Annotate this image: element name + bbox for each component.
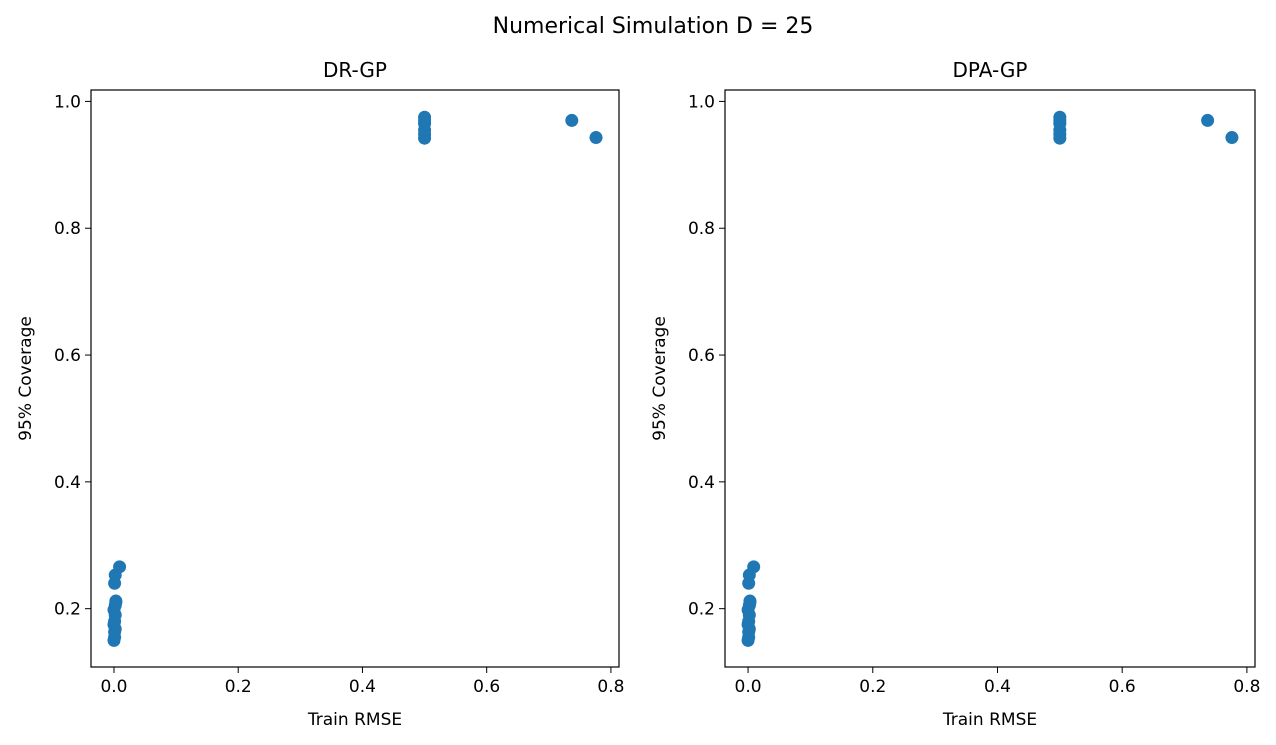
x-tick-label: 0.0	[100, 677, 127, 697]
y-tick-label: 0.4	[688, 473, 715, 493]
y-axis-label: 95% Coverage	[650, 316, 670, 441]
y-tick-label: 0.8	[688, 219, 715, 239]
x-tick-label: 0.8	[597, 677, 624, 697]
subplot-title: DPA-GP	[953, 58, 1028, 82]
scatter-point	[109, 594, 123, 608]
y-axis-label: 95% Coverage	[16, 316, 36, 441]
scatter-point	[589, 131, 603, 145]
x-tick-label: 0.4	[984, 677, 1011, 697]
y-tick-label: 0.8	[54, 219, 81, 239]
x-tick-label: 0.6	[1109, 677, 1136, 697]
axes-frame	[724, 89, 1256, 668]
figure-suptitle: Numerical Simulation D = 25	[493, 14, 814, 39]
y-tick-label: 1.0	[688, 92, 715, 112]
scatter-point	[113, 560, 127, 574]
x-tick-label: 0.8	[1233, 677, 1260, 697]
y-tick-label: 0.6	[54, 346, 81, 366]
axes-frame	[90, 89, 620, 668]
subplot-title: DR-GP	[323, 58, 387, 82]
scatter-point	[1053, 110, 1067, 124]
y-tick-label: 0.4	[54, 473, 81, 493]
subplot-dr-gp: DR-GP Train RMSE 95% Coverage 0.0 0.2 0.4 0.6 0…	[16, 58, 624, 730]
x-tick-label: 0.4	[349, 677, 376, 697]
y-tick-label: 1.0	[54, 92, 81, 112]
x-axis-label: Train RMSE	[942, 710, 1037, 730]
scatter-point	[747, 560, 761, 574]
scatter-point	[565, 113, 579, 127]
scatter-point	[1201, 113, 1215, 127]
y-tick-label: 0.2	[54, 600, 81, 620]
x-tick-label: 0.0	[735, 677, 762, 697]
y-tick-label: 0.6	[688, 346, 715, 366]
x-tick-label: 0.2	[225, 677, 252, 697]
scatter-point	[1225, 131, 1239, 145]
x-tick-label: 0.6	[473, 677, 500, 697]
scatter-point	[418, 110, 432, 124]
subplot-dpa-gp: DPA-GP Train RMSE 95% Coverage 0.0 0.2 0.4 0.6…	[650, 58, 1260, 730]
y-tick-label: 0.2	[688, 600, 715, 620]
x-axis-label: Train RMSE	[307, 710, 402, 730]
x-tick-label: 0.2	[859, 677, 886, 697]
scatter-point	[743, 594, 757, 608]
